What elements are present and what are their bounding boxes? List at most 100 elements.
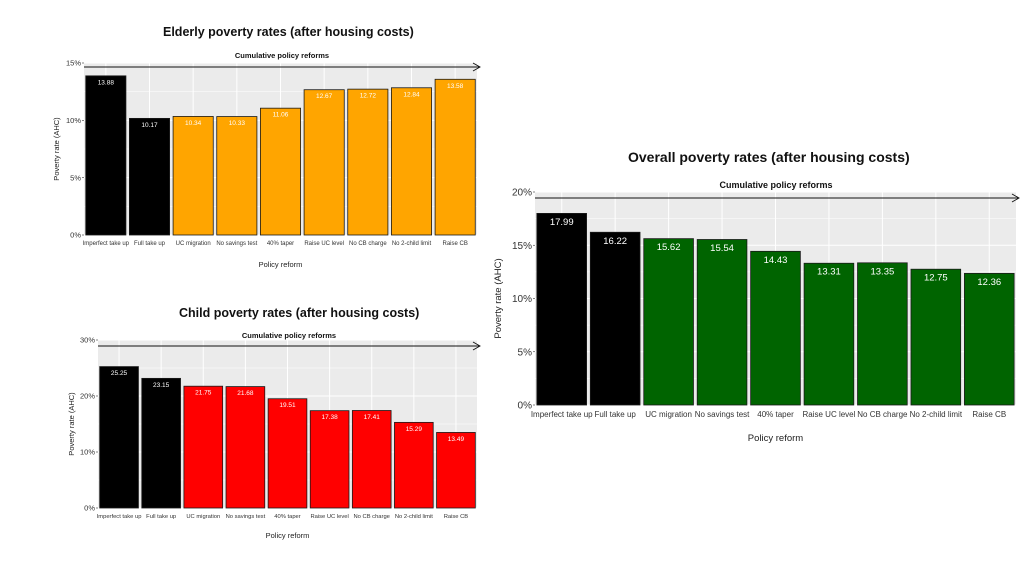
child-y-tick-label: 10%	[80, 448, 95, 457]
elderly-y-tick-label: 15%	[66, 59, 81, 68]
elderly-value-label: 12.67	[316, 93, 333, 100]
child-category-label: UC migration	[186, 514, 220, 520]
overall-bar	[964, 272, 1015, 406]
overall-category-label: No CB charge	[857, 410, 908, 419]
elderly-value-label: 10.33	[229, 120, 246, 127]
child-y-tick-label: 20%	[80, 392, 95, 401]
elderly-value-label: 13.58	[447, 83, 464, 90]
overall-chart-title: Overall poverty rates (after housing cos…	[628, 149, 910, 165]
child-x-axis-title: Policy reform	[266, 531, 310, 540]
elderly-category-label: No savings test	[216, 241, 257, 247]
overall-value-label: 15.54	[710, 243, 734, 254]
overall-y-tick-label: 20%	[512, 188, 532, 199]
elderly-category-label: No 2-child limit	[392, 241, 432, 247]
child-subtitle: Cumulative policy reforms	[242, 331, 336, 340]
child-category-label: 40% taper	[274, 514, 300, 520]
overall-category-label: Imperfect take up	[531, 410, 593, 419]
elderly-y-tick-label: 10%	[66, 116, 81, 125]
overall-y-axis-title: Poverty rate (AHC)	[493, 258, 504, 338]
child-y-axis-title: Poverty rate (AHC)	[67, 392, 76, 456]
child-category-label: No savings test	[226, 514, 266, 520]
child-chart-title: Child poverty rates (after housing costs…	[179, 306, 420, 320]
overall-value-label: 13.31	[817, 267, 841, 278]
child-category-label: Imperfect take up	[97, 514, 142, 520]
overall-y-tick-label: 10%	[512, 294, 532, 305]
overall-arrowhead-icon	[1011, 193, 1020, 203]
elderly-value-label: 12.84	[403, 91, 420, 98]
elderly-bar	[85, 75, 127, 236]
elderly-value-label: 10.17	[141, 122, 158, 129]
overall-category-label: 40% taper	[757, 410, 794, 419]
elderly-category-label: 40% taper	[267, 241, 294, 247]
overall-y-tick-label: 0%	[518, 401, 533, 412]
child-bar	[99, 366, 139, 509]
child-value-label: 23.15	[153, 382, 170, 389]
elderly-value-label: 12.72	[360, 93, 377, 100]
elderly-value-label: 11.06	[273, 112, 289, 119]
elderly-value-label: 10.34	[185, 120, 202, 127]
elderly-subtitle: Cumulative policy reforms	[235, 51, 329, 60]
elderly-arrowhead-icon	[472, 62, 481, 72]
elderly-bar	[260, 107, 301, 236]
child-value-label: 17.38	[321, 414, 338, 421]
elderly-category-label: Raise UC level	[304, 241, 344, 247]
elderly-bar	[216, 116, 258, 236]
child-value-label: 21.75	[195, 390, 212, 397]
child-bar	[309, 410, 350, 509]
elderly-category-label: Imperfect take up	[83, 241, 130, 247]
child-value-label: 17.41	[364, 414, 381, 421]
child-category-label: Raise CB	[444, 514, 469, 520]
overall-bar	[857, 262, 908, 406]
overall-value-label: 13.35	[870, 266, 894, 277]
elderly-category-label: UC migration	[176, 241, 211, 247]
child-bar	[394, 421, 434, 509]
overall-bar	[750, 250, 801, 406]
child-value-label: 25.25	[111, 370, 128, 377]
elderly-bar	[434, 78, 476, 236]
child-bar	[141, 377, 181, 509]
overall-bar	[589, 231, 641, 406]
elderly-bar	[303, 89, 345, 236]
child-value-label: 21.68	[237, 390, 254, 397]
child-bar	[225, 386, 266, 509]
elderly-bar	[347, 88, 389, 236]
elderly-bar	[172, 116, 214, 236]
child-arrowhead-icon	[472, 341, 481, 351]
child-category-label: Full take up	[146, 514, 176, 520]
child-bar	[351, 410, 392, 509]
child-category-label: No 2-child limit	[395, 514, 433, 520]
overall-category-label: UC migration	[645, 410, 692, 419]
elderly-category-label: Full take up	[134, 241, 166, 247]
overall-category-label: Raise CB	[972, 410, 1006, 419]
overall-bar	[803, 262, 855, 406]
overall-bar	[910, 268, 962, 406]
overall-value-label: 14.43	[764, 255, 788, 266]
overall-value-label: 12.75	[924, 273, 948, 284]
child-value-label: 15.29	[406, 426, 423, 433]
child-y-tick-label: 30%	[80, 336, 95, 345]
overall-value-label: 12.36	[977, 277, 1001, 288]
elderly-category-label: No CB charge	[349, 241, 387, 247]
child-bar	[183, 385, 224, 509]
overall-bar	[643, 238, 694, 406]
child-bar	[267, 398, 308, 509]
overall-value-label: 15.62	[657, 242, 681, 253]
child-value-label: 13.49	[448, 436, 465, 443]
elderly-y-tick-label: 0%	[70, 231, 81, 240]
child-y-tick-label: 0%	[84, 504, 95, 513]
overall-value-label: 16.22	[603, 236, 627, 247]
overall-category-label: No savings test	[695, 410, 750, 419]
elderly-category-label: Raise CB	[442, 241, 467, 247]
overall-value-label: 17.99	[550, 217, 574, 228]
elderly-value-label: 13.88	[98, 79, 115, 86]
elderly-bar	[391, 87, 432, 236]
child-bar	[436, 432, 476, 509]
elderly-y-axis-title: Poverty rate (AHC)	[52, 117, 61, 181]
overall-subtitle: Cumulative policy reforms	[719, 180, 832, 190]
overall-category-label: Raise UC level	[802, 410, 855, 419]
overall-y-tick-label: 15%	[512, 241, 532, 252]
elderly-chart-title: Elderly poverty rates (after housing cos…	[163, 25, 414, 39]
child-category-label: Raise UC level	[310, 514, 348, 520]
